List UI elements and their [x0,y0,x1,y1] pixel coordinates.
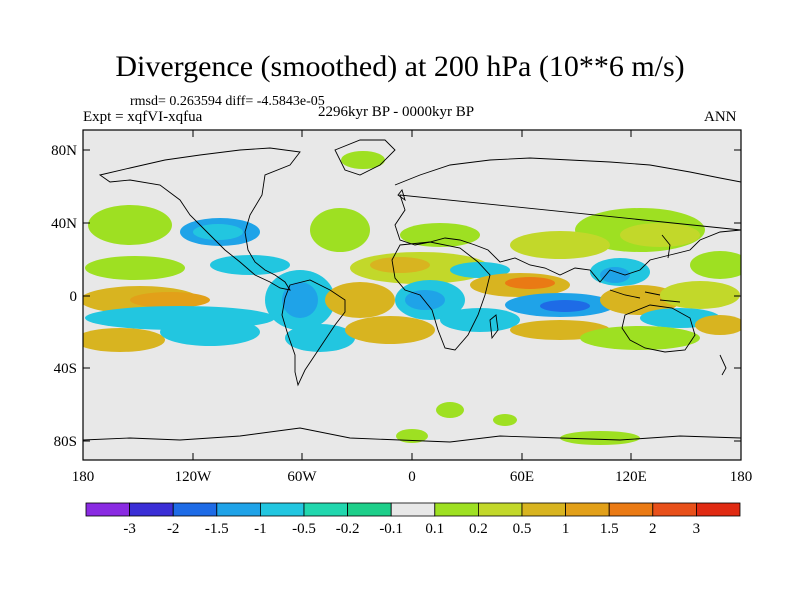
greenland-positive-patch [341,151,385,169]
south-america-negative-patch [285,324,355,352]
tibet-positive-patch [510,231,610,259]
colorbar-label: -1.5 [205,521,229,537]
lon-label: 120W [175,469,213,485]
southern-ocean-positive-patch [436,402,464,418]
lon-labels: 180 120W 60W 0 60E 120E 180 [72,469,753,485]
colorbar-label: -3 [123,521,136,537]
colorbar-swatch [347,502,392,517]
colorbar [85,502,741,517]
indonesia-positive-patch [600,285,680,315]
colorbar-swatch [129,502,174,517]
colorbar-swatch [608,502,654,517]
antarctic-positive-patch [396,429,428,443]
lat-label: 40N [51,216,77,232]
colorbar-label: -2 [167,521,180,537]
lat-label: 80S [54,434,77,450]
lon-tick-marks [82,130,632,460]
colorbar-labels: -3 -2 -1.5 -1 -0.5 -0.2 -0.1 0.1 0.2 0.5 1 1.5 2 3 [123,521,700,537]
colorbar-swatch [85,502,130,517]
period-label: 2296kyr BP - 0000kyr BP [318,104,475,120]
colorbar-label: -0.2 [336,521,360,537]
colorbar-label: 3 [693,521,701,537]
divergence-field [83,151,741,445]
colorbar-swatch [434,502,479,517]
plot-title: Divergence (smoothed) at 200 hPa (10**6 … [115,50,685,83]
colorbar-label: 0.2 [469,521,488,537]
south-pacific-positive-patch [83,328,165,352]
colorbar-label: 1.5 [600,521,619,537]
colorbar-swatch [259,502,305,517]
experiment-label: Expt = xqfVI-xqfua [83,109,203,125]
season-label: ANN [704,109,737,125]
colorbar-swatch [696,502,741,517]
lat-label: 40S [54,361,77,377]
lon-label: 60W [287,469,317,485]
colorbar-swatch [652,502,697,517]
colorbar-label: 0.1 [425,521,444,537]
colorbar-label: -0.1 [379,521,403,537]
colorbar-swatch [303,502,348,517]
lat-tick-marks [83,149,741,442]
colorbar-label: -1 [254,521,267,537]
lon-label: 180 [730,469,753,485]
colorbar-label: 2 [649,521,657,537]
north-atlantic-positive-patch [310,208,370,252]
lon-label: 60E [510,469,534,485]
lat-label: 80N [51,143,77,159]
colorbar-label: 1 [562,521,570,537]
colorbar-swatch [477,502,523,517]
colorbar-label: 0.5 [513,521,532,537]
lat-labels: 80N 40N 0 40S 80S [51,143,77,450]
rmsd-label: rmsd= 0.263594 diff= -4.5843e-05 [130,94,325,109]
atlantic-positive-patch [325,282,395,318]
colorbar-swatch [521,502,566,517]
colorbar-swatch [390,502,436,517]
colorbar-swatch [172,502,218,517]
lon-label: 180 [72,469,95,485]
coastlines [83,139,741,443]
lon-label: 0 [408,469,416,485]
colorbar-swatch [216,502,261,517]
colorbar-label: -0.5 [292,521,316,537]
lon-label: 120E [615,469,647,485]
colorbar-swatch [565,502,610,517]
north-pacific-positive-patch [88,205,172,245]
lat-label: 0 [70,289,78,305]
